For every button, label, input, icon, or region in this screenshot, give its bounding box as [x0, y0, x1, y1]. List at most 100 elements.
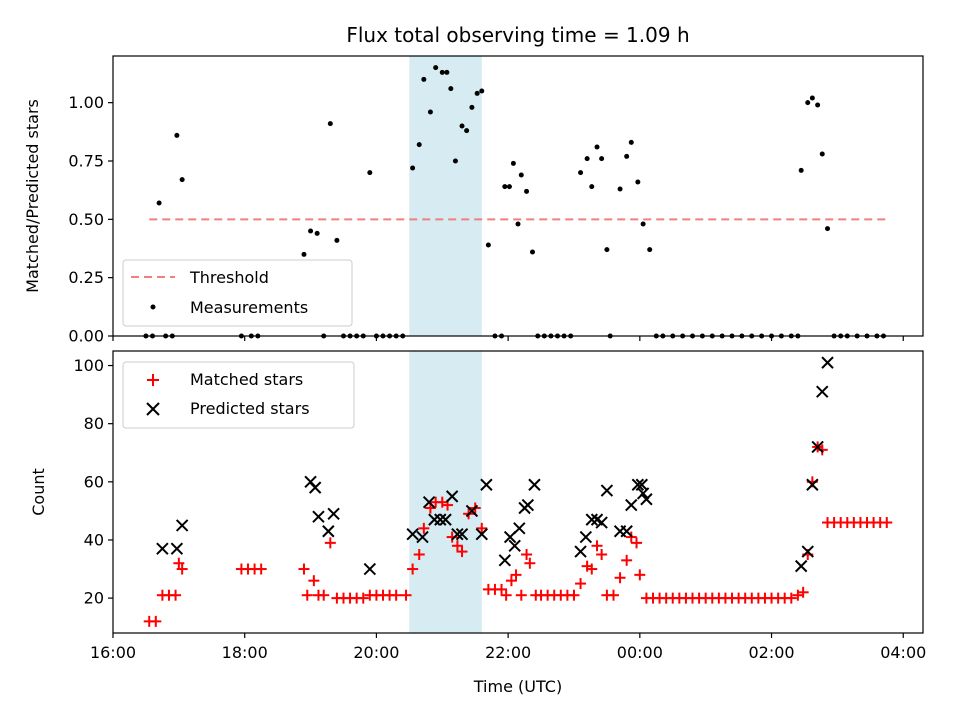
legend-matched-label: Matched stars	[190, 370, 303, 389]
measurement-point	[416, 142, 422, 148]
top-x-ticks	[112, 336, 904, 341]
predicted-star-point	[308, 481, 322, 494]
predicted-star-point	[508, 539, 521, 552]
matched-star-point	[451, 540, 463, 552]
predicted-star-point	[625, 498, 638, 512]
measurement-point	[640, 221, 646, 227]
predicted-star-point	[312, 510, 325, 523]
y-tick-label: 80	[84, 414, 104, 433]
measurement-point	[647, 247, 653, 253]
predicted-star-point	[513, 522, 526, 535]
predicted-star-point	[521, 498, 535, 512]
measurement-point	[502, 184, 508, 190]
measurement-point	[624, 153, 630, 159]
predicted-star-point	[455, 527, 469, 541]
matched-star-point	[631, 537, 643, 549]
measurement-point	[479, 88, 485, 94]
predicted-star-point	[498, 554, 512, 567]
y-tick-label: 40	[84, 530, 104, 549]
legend-measurement-swatch	[150, 304, 156, 310]
matched-star-point	[476, 522, 488, 534]
x-tick-label: 02:00	[748, 643, 794, 662]
bottom-legend: Matched stars Predicted stars	[122, 361, 355, 429]
predicted-star-point	[416, 530, 429, 544]
x-tick-label: 04:00	[880, 643, 926, 662]
x-tick-label: 22:00	[485, 643, 531, 662]
y-tick-label: 20	[84, 589, 104, 608]
measurement-point	[474, 90, 480, 96]
x-axis-label: Time (UTC)	[473, 677, 562, 696]
top-y-ticks: 0.00 0.25 0.50 0.75 1.00	[68, 93, 113, 346]
matched-star-point	[324, 537, 336, 549]
matched-star-point	[255, 563, 267, 575]
y-tick-label: 100	[73, 356, 104, 375]
matched-star-point	[816, 444, 828, 456]
bottom-ylabel: Count	[29, 468, 48, 516]
matched-star-point	[614, 572, 626, 584]
measurement-point	[506, 184, 512, 190]
measurement-point	[433, 65, 439, 71]
predicted-star-point	[363, 562, 377, 576]
matched-star-point	[510, 569, 522, 581]
matched-star-point	[413, 549, 425, 561]
predicted-star-point	[579, 530, 593, 544]
matched-star-point	[521, 549, 533, 561]
measurement-point	[635, 179, 641, 185]
measurement-point	[327, 121, 333, 127]
predicted-star-point	[475, 527, 488, 541]
matched-star-point	[515, 589, 527, 601]
predicted-star-point	[327, 507, 340, 521]
matched-star-point	[298, 563, 310, 575]
measurement-point	[179, 177, 185, 183]
measurement-point	[594, 144, 600, 150]
legend-matched-swatch	[147, 374, 159, 386]
predicted-star-point	[480, 478, 493, 491]
matched-star-point	[456, 546, 468, 558]
matched-star-point	[500, 589, 512, 601]
matched-star-point	[318, 589, 330, 601]
predicted-star-point	[156, 542, 169, 555]
predicted-star-point	[821, 356, 834, 369]
matched-star-point	[634, 569, 646, 581]
measurement-point	[815, 102, 821, 108]
measurement-point	[459, 123, 465, 129]
measurement-point	[448, 86, 454, 92]
x-tick-label: 20:00	[353, 643, 399, 662]
measurement-point	[469, 104, 475, 110]
predicted-star-point	[620, 525, 633, 538]
matched-star-point	[176, 563, 188, 575]
predicted-star-point	[434, 513, 447, 526]
measurement-point	[439, 69, 445, 75]
measurement-point	[427, 109, 433, 115]
legend-threshold-label: Threshold	[189, 268, 269, 287]
measurement-point	[314, 230, 320, 236]
x-tick-label: 00:00	[617, 643, 663, 662]
matched-star-point	[407, 563, 419, 575]
measurement-point	[589, 184, 595, 190]
matched-star-point	[621, 554, 633, 566]
legend-measurement-label: Measurements	[190, 298, 308, 317]
bottom-panel: 20 40 60 80 100 16:00 18:00 20:00 22:00 00:00 02:…	[29, 350, 926, 696]
predicted-star-point	[451, 527, 464, 541]
measurement-point	[798, 167, 804, 173]
top-ylabel: Matched/Predicted stars	[23, 99, 42, 293]
measurement-point	[599, 156, 605, 162]
matched-star-point	[586, 563, 598, 575]
matched-star-point	[524, 557, 536, 569]
y-tick-label: 0.25	[68, 268, 104, 287]
measurement-point	[584, 156, 590, 162]
x-tick-label: 18:00	[222, 643, 268, 662]
predicted-star-point	[794, 559, 808, 573]
measurement-point	[444, 69, 450, 75]
predicted-star-point	[445, 490, 459, 503]
predicted-star-point	[631, 478, 645, 491]
matched-star-point	[308, 575, 320, 587]
x-tick-label: 16:00	[90, 643, 136, 662]
top-panel: 0.00 0.25 0.50 0.75 1.00 Matched/Predicted s…	[23, 55, 924, 346]
matched-star-point	[173, 557, 185, 569]
predicted-star-point	[406, 527, 419, 541]
predicted-star-point	[640, 493, 653, 506]
matched-star-point	[607, 589, 619, 601]
measurement-point	[617, 186, 623, 192]
